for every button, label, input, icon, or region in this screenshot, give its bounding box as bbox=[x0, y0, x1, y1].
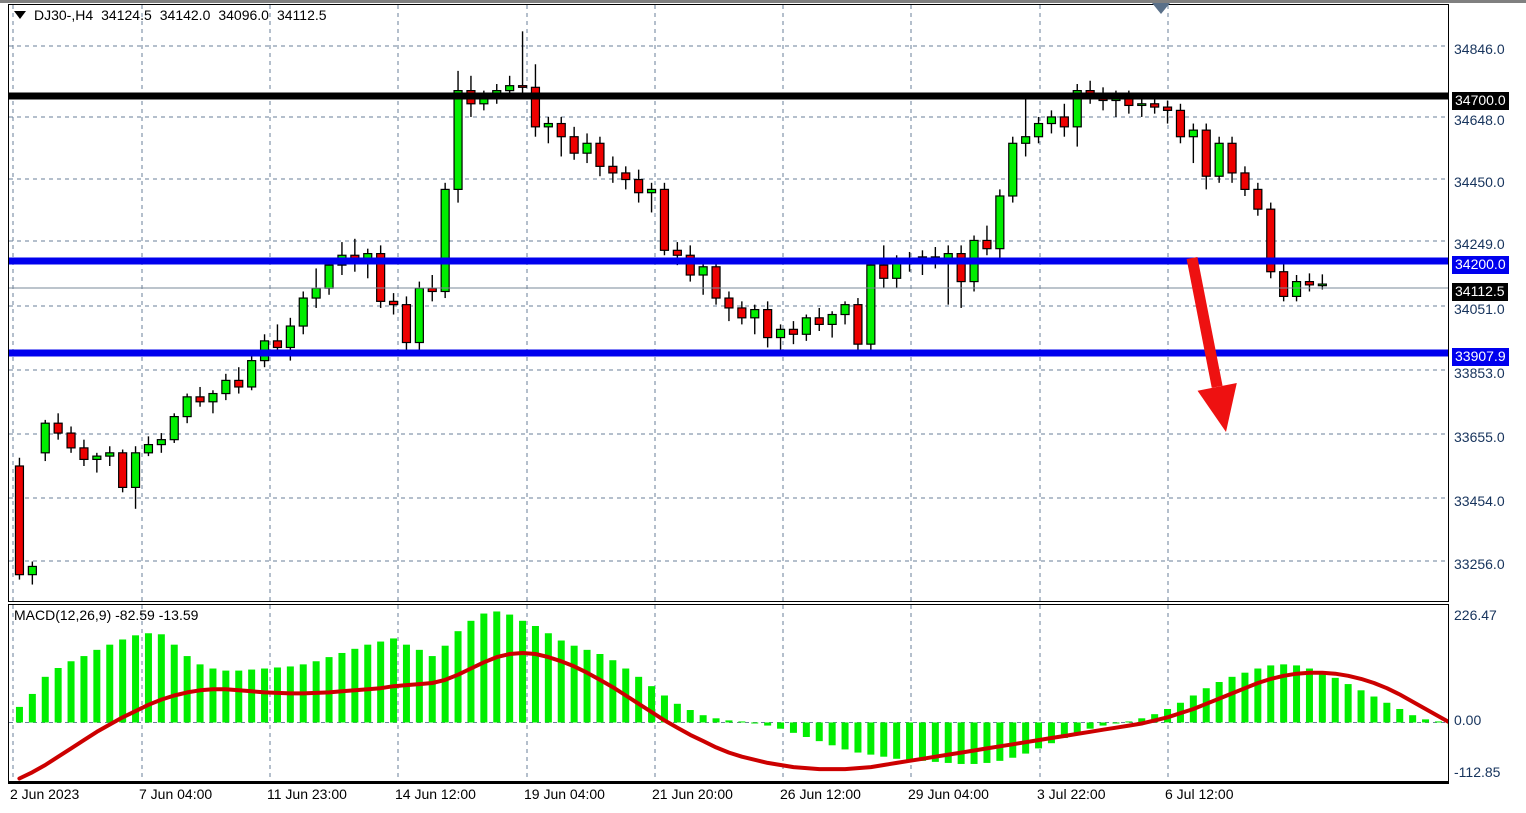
macd-axis-label-0: 226.47 bbox=[1454, 607, 1497, 623]
macd-chart-canvas bbox=[9, 605, 1448, 781]
time-axis-label-7: 29 Jun 04:00 bbox=[908, 786, 989, 802]
time-axis[interactable]: 2 Jun 2023 7 Jun 04:00 11 Jun 23:00 14 Jun … bbox=[8, 784, 1449, 806]
ohlc-close: 34112.5 bbox=[276, 7, 327, 23]
time-axis-rule bbox=[8, 782, 1449, 784]
price-chart-pane[interactable] bbox=[8, 4, 1449, 602]
macd-axis-label-2: -112.85 bbox=[1454, 764, 1501, 780]
chart-top-marker[interactable] bbox=[1152, 3, 1170, 14]
time-axis-label-3: 14 Jun 12:00 bbox=[395, 786, 476, 802]
symbol-info-line: DJ30-,H4 34124.5 34142.0 34096.0 34112.5 bbox=[14, 6, 327, 24]
time-axis-label-9: 6 Jul 12:00 bbox=[1165, 786, 1234, 802]
price-axis-label-33655-0: 33655.0 bbox=[1454, 429, 1505, 445]
price-axis-label-34846-0: 34846.0 bbox=[1454, 41, 1505, 57]
macd-label: MACD(12,26,9) -82.59 -13.59 bbox=[14, 607, 199, 623]
time-axis-label-2: 11 Jun 23:00 bbox=[267, 786, 347, 802]
macd-axis[interactable]: 226.47 0.00 -112.85 bbox=[1450, 604, 1526, 782]
price-axis-label-33256-0: 33256.0 bbox=[1454, 556, 1505, 572]
triangle-down-icon[interactable] bbox=[14, 11, 26, 19]
time-axis-label-5: 21 Jun 20:00 bbox=[652, 786, 733, 802]
price-axis-label-34648-0: 34648.0 bbox=[1454, 112, 1505, 128]
price-axis-label-34200-0[interactable]: 34200.0 bbox=[1452, 256, 1509, 274]
ohlc-open: 34124.5 bbox=[101, 7, 152, 23]
ohlc-low: 34096.0 bbox=[218, 7, 269, 23]
macd-axis-label-1: 0.00 bbox=[1454, 712, 1482, 728]
price-axis-label-33454-0: 33454.0 bbox=[1454, 493, 1505, 509]
price-axis-label-34249-0: 34249.0 bbox=[1454, 236, 1505, 252]
price-axis-label-34450-0: 34450.0 bbox=[1454, 174, 1505, 190]
macd-indicator-pane[interactable] bbox=[8, 604, 1449, 782]
ohlc-high: 34142.0 bbox=[159, 7, 211, 23]
time-axis-label-8: 3 Jul 22:00 bbox=[1037, 786, 1106, 802]
price-axis-label-34700-0[interactable]: 34700.0 bbox=[1452, 92, 1509, 110]
price-axis-label-33853-0: 33853.0 bbox=[1454, 365, 1505, 381]
time-axis-label-4: 19 Jun 04:00 bbox=[524, 786, 605, 802]
price-chart-canvas bbox=[9, 5, 1448, 601]
time-axis-label-0: 2 Jun 2023 bbox=[10, 786, 80, 802]
window-top-rule bbox=[0, 0, 1526, 3]
window-bottom-strip bbox=[0, 806, 1526, 813]
time-axis-label-1: 7 Jun 04:00 bbox=[139, 786, 213, 802]
price-axis-label-34112-5[interactable]: 34112.5 bbox=[1452, 283, 1508, 301]
price-axis-label-34051-0: 34051.0 bbox=[1454, 301, 1505, 317]
price-axis[interactable]: 34846.0 34700.0 34648.0 34450.0 34249.0 34200… bbox=[1450, 4, 1526, 602]
time-axis-label-6: 26 Jun 12:00 bbox=[780, 786, 861, 802]
price-axis-label-33907-9[interactable]: 33907.9 bbox=[1452, 348, 1509, 366]
symbol-label: DJ30-,H4 bbox=[34, 7, 94, 23]
